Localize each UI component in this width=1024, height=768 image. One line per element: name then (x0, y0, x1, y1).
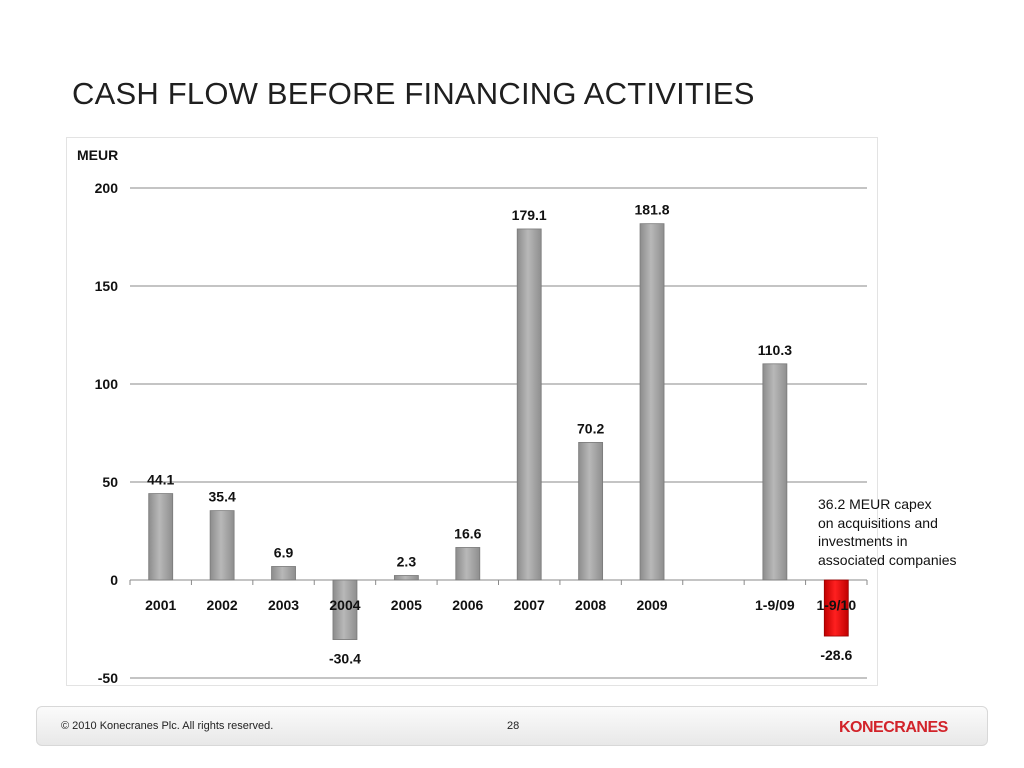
data-label: 110.3 (758, 342, 792, 358)
bar (148, 493, 174, 581)
data-label: -28.6 (820, 647, 852, 663)
y-tick-label: -50 (98, 670, 118, 686)
x-tick-label: 2009 (636, 597, 667, 613)
x-tick-label: 2004 (329, 597, 360, 613)
footer-bar: © 2010 Konecranes Plc. All rights reserv… (36, 706, 988, 746)
x-tick-label: 1-9/09 (755, 597, 795, 613)
x-tick-label: 2001 (145, 597, 176, 613)
bar (639, 223, 665, 581)
x-tick-label: 2006 (452, 597, 483, 613)
bar (209, 510, 235, 581)
annotation-line: on acquisitions and (818, 514, 938, 531)
capex-annotation: 36.2 MEUR capex on acquisitions and inve… (818, 495, 988, 569)
bar (578, 442, 604, 581)
data-label: 6.9 (274, 544, 294, 560)
bar (393, 575, 419, 581)
data-label: 44.1 (147, 472, 174, 488)
data-label: 70.2 (577, 420, 604, 436)
data-label: 2.3 (397, 553, 417, 569)
data-label: -30.4 (329, 651, 361, 667)
y-tick-label: 0 (110, 572, 118, 588)
y-tick-label: 150 (95, 278, 119, 294)
x-tick-label: 2003 (268, 597, 299, 613)
data-label: 35.4 (209, 489, 236, 505)
data-label: 181.8 (635, 202, 670, 218)
data-label: 16.6 (454, 525, 481, 541)
x-tick-label: 2005 (391, 597, 422, 613)
annotation-line: investments in (818, 533, 908, 549)
copyright-text: © 2010 Konecranes Plc. All rights reserv… (61, 720, 274, 732)
x-tick-label: 2008 (575, 597, 606, 613)
data-label: 179.1 (512, 207, 547, 223)
y-tick-label: 100 (95, 376, 119, 392)
chart-panel: MEUR -50 0 50 100 150 200 44.1 35.4 6.9 -30.4 2.3 1… (66, 137, 878, 686)
annotation-line: 36.2 MEUR capex (818, 496, 932, 512)
bar (332, 579, 358, 640)
annotation-line: associated companies (818, 551, 957, 568)
bar (823, 579, 849, 637)
x-tick-label: 2007 (514, 597, 545, 613)
konecranes-logo: KONECRANES (839, 719, 949, 736)
page-title: CASH FLOW BEFORE FINANCING ACTIVITIES (72, 76, 755, 111)
y-axis-unit-label: MEUR (77, 147, 118, 163)
logo-wordmark: KONECRANES (839, 719, 949, 736)
bar (516, 228, 542, 581)
bar (271, 566, 296, 581)
y-tick-label: 200 (95, 180, 119, 196)
x-tick-label: 1-9/10 (816, 597, 856, 613)
x-tick-label: 2002 (207, 597, 238, 613)
page-number: 28 (507, 720, 520, 732)
y-tick-label: 50 (102, 474, 118, 490)
bar-chart: MEUR -50 0 50 100 150 200 44.1 35.4 6.9 -30.4 2.3 1… (77, 147, 868, 686)
bar (762, 363, 788, 581)
bar (455, 547, 481, 581)
